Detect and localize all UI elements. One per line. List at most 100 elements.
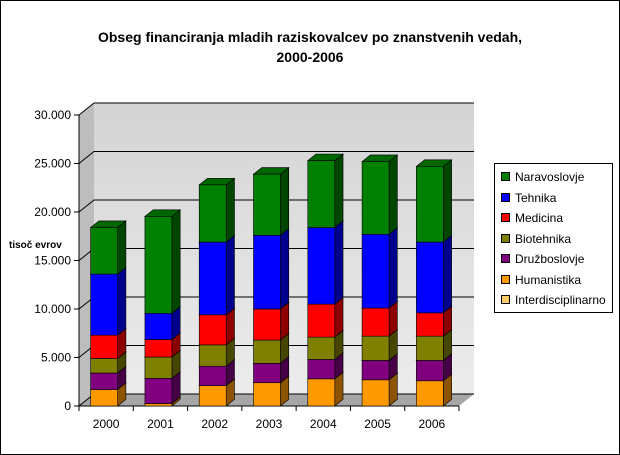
bar-2000-biotehnika — [90, 358, 118, 374]
chart-title-line2: 2000-2006 — [276, 49, 344, 65]
bar-2001-humanistika — [144, 403, 173, 407]
y-axis-label: tisoč evrov — [9, 240, 62, 251]
bar-side-2004-naravoslovje — [334, 153, 344, 229]
bar-side-2006-naravoslovje — [443, 159, 452, 243]
bar-2005-medicina — [361, 307, 390, 337]
bar-2002-medicina — [198, 314, 227, 346]
bar-2001-tehnika — [144, 313, 173, 340]
bar-side-2004-tehnika — [334, 220, 344, 305]
bar-2003-družboslovje — [253, 363, 281, 384]
x-tick-label: 2002 — [201, 417, 228, 431]
legend-swatch — [501, 233, 510, 243]
bar-side-2000-tehnika — [117, 266, 127, 336]
y-tick-label: 15.000 — [34, 254, 71, 268]
bar-side-2001-naravoslovje — [171, 209, 181, 314]
legend-label: Tehnika — [515, 190, 557, 205]
bar-2001-naravoslovje — [144, 216, 173, 314]
bar-side-2000-naravoslovje — [117, 220, 127, 275]
x-tick-label: 2006 — [419, 417, 446, 431]
bar-2000-tehnika — [90, 273, 118, 336]
bar-2002-družboslovje — [198, 365, 227, 386]
bar-side-2006-tehnika — [443, 234, 452, 314]
legend-label: Humanistika — [515, 272, 582, 287]
bar-2001-medicina — [144, 339, 173, 358]
legend-swatch — [501, 254, 510, 264]
bar-2006-naravoslovje — [416, 166, 444, 243]
y-tick-label: 20.000 — [34, 205, 71, 219]
legend-item: Medicina — [501, 211, 563, 231]
bar-2002-tehnika — [198, 241, 227, 316]
legend-label: Družboslovje — [515, 252, 585, 266]
bar-2004-humanistika — [307, 378, 336, 407]
gridline — [78, 151, 474, 164]
legend-swatch — [501, 213, 510, 223]
legend-swatch — [501, 172, 510, 182]
bar-2002-naravoslovje — [198, 184, 227, 243]
bar-side-2003-tehnika — [280, 228, 290, 310]
bar-2003-humanistika — [253, 382, 281, 407]
legend: Naravoslovje Tehnika Medicina Biotehnika Dru… — [494, 163, 613, 313]
bar-2004-naravoslovje — [307, 160, 336, 228]
bar-2001-biotehnika — [144, 356, 173, 379]
bar-2005-tehnika — [361, 234, 390, 309]
bar-2003-medicina — [253, 308, 281, 341]
legend-swatch — [501, 274, 510, 284]
bar-2006-družboslovje — [416, 360, 444, 382]
bar-2004-družboslovje — [307, 359, 336, 380]
legend-item: Interdisciplinarno — [501, 293, 606, 313]
bar-2005-družboslovje — [361, 360, 390, 381]
x-tick-label: 2003 — [256, 417, 283, 431]
bar-2003-tehnika — [253, 234, 281, 310]
bar-2006-tehnika — [416, 241, 444, 314]
bar-2003-biotehnika — [253, 339, 281, 364]
bar-side-2005-naravoslovje — [388, 154, 398, 235]
y-tick-label: 5.000 — [41, 351, 71, 365]
bar-2006-medicina — [416, 312, 444, 337]
x-tick-label: 2004 — [310, 417, 337, 431]
bar-2003-naravoslovje — [253, 173, 281, 236]
bar-2000-družboslovje — [90, 372, 118, 390]
bar-2006-humanistika — [416, 380, 444, 407]
bar-2004-medicina — [307, 303, 336, 338]
chart-title: Obseg financiranja mladih raziskovalcev … — [1, 27, 619, 67]
y-tick-label: 30.000 — [34, 108, 71, 122]
x-tick-label: 2005 — [364, 417, 391, 431]
x-tick-label: 2001 — [147, 417, 174, 431]
legend-item: Družboslovje — [501, 252, 584, 272]
chart-title-line1: Obseg financiranja mladih raziskovalcev … — [97, 29, 523, 45]
bar-2000-humanistika — [90, 389, 118, 407]
bar-2006-biotehnika — [416, 335, 444, 361]
bar-2002-humanistika — [198, 385, 227, 407]
y-tick-label: 25.000 — [34, 157, 71, 171]
bar-2004-biotehnika — [307, 336, 336, 360]
bar-side-2005-tehnika — [388, 227, 398, 309]
legend-swatch — [501, 192, 510, 202]
legend-label: Naravoslovje — [515, 170, 585, 184]
bar-2000-naravoslovje — [90, 227, 118, 275]
legend-item: Tehnika — [501, 191, 556, 211]
legend-swatch — [501, 295, 510, 305]
bar-side-2003-naravoslovje — [280, 166, 290, 236]
x-tick-label: 2000 — [93, 417, 120, 431]
bar-2005-humanistika — [361, 379, 390, 407]
bar-2001-družboslovje — [144, 378, 173, 404]
bar-side-2002-naravoslovje — [225, 177, 235, 243]
y-tick-label: 10.000 — [34, 302, 71, 316]
legend-item: Biotehnika — [501, 232, 571, 252]
y-tick-label: 0 — [64, 399, 71, 413]
legend-label: Biotehnika — [515, 231, 572, 246]
bar-2005-naravoslovje — [361, 161, 390, 235]
bar-2005-biotehnika — [361, 335, 390, 361]
legend-item: Naravoslovje — [501, 170, 584, 190]
legend-item: Humanistika — [501, 273, 581, 293]
legend-label: Medicina — [515, 211, 564, 225]
bar-2002-biotehnika — [198, 344, 227, 367]
bar-side-2002-tehnika — [225, 234, 235, 316]
bar-2004-tehnika — [307, 227, 336, 305]
bar-2000-medicina — [90, 334, 118, 359]
gridline — [78, 102, 474, 116]
gridline — [78, 199, 474, 213]
legend-label: Interdisciplinarno — [515, 293, 606, 307]
